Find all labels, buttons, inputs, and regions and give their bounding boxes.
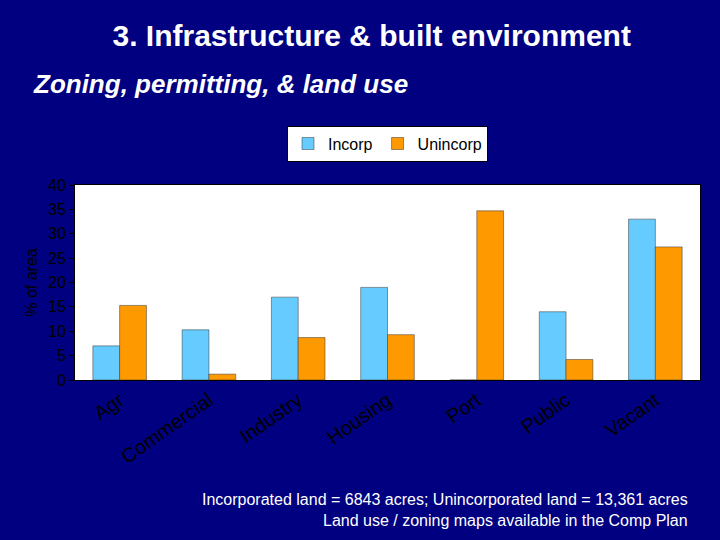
svg-text:Agr: Agr (90, 388, 128, 424)
svg-text:30: 30 (48, 225, 66, 242)
svg-text:Housing: Housing (323, 388, 396, 448)
svg-text:10: 10 (48, 323, 66, 340)
svg-text:Commercial: Commercial (117, 388, 217, 467)
svg-text:3. Infrastructure & built envi: 3. Infrastructure & built environment (113, 19, 631, 52)
svg-text:Unincorp: Unincorp (418, 136, 482, 153)
svg-text:% of area: % of area (23, 248, 40, 317)
svg-text:0: 0 (57, 372, 66, 389)
svg-text:20: 20 (48, 274, 66, 291)
svg-text:40: 40 (48, 177, 66, 194)
svg-text:Vacant: Vacant (601, 388, 664, 441)
svg-text:Public: Public (517, 388, 574, 437)
svg-text:Industry: Industry (235, 388, 306, 447)
svg-text:Port: Port (442, 388, 485, 427)
svg-text:25: 25 (48, 250, 66, 267)
svg-text:Zoning, permitting, & land use: Zoning, permitting, & land use (33, 69, 408, 99)
svg-text:Incorporated land = 6843 acres: Incorporated land = 6843 acres; Unincorp… (202, 491, 688, 529)
svg-text:35: 35 (48, 201, 66, 218)
svg-text:15: 15 (48, 298, 66, 315)
svg-text:5: 5 (57, 347, 66, 364)
svg-text:Incorp: Incorp (328, 136, 373, 153)
